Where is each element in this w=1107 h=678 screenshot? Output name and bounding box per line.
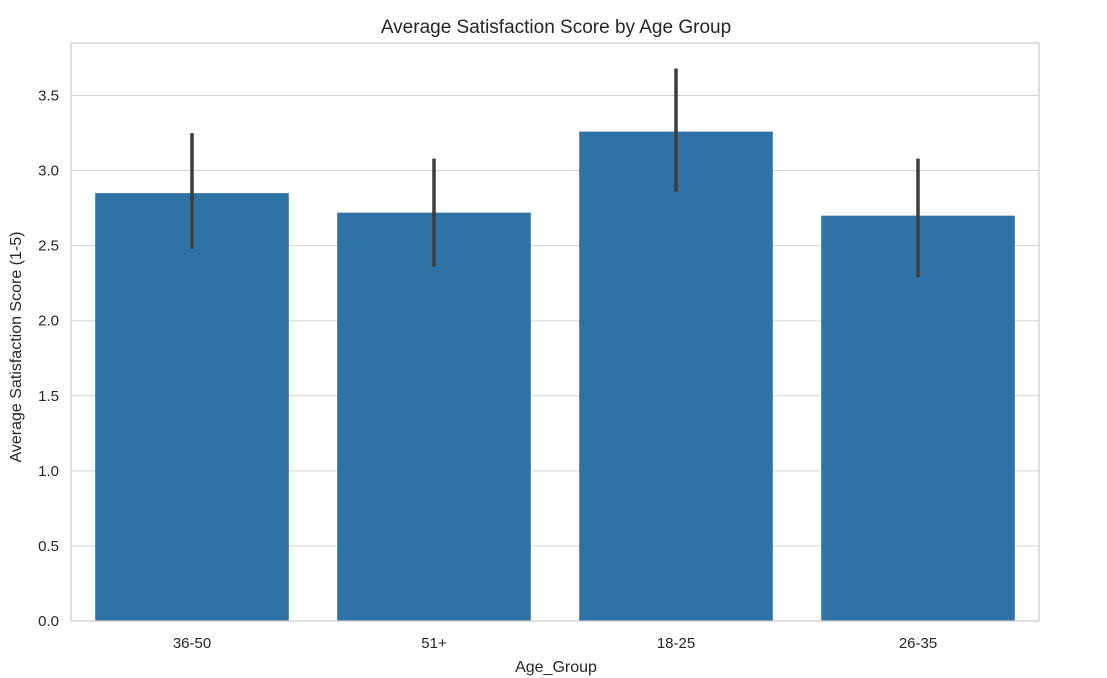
y-tick-labels: 0.0 0.5 1.0 1.5 2.0 2.5 3.0 3.5 — [38, 88, 59, 630]
bar-layer — [95, 131, 1015, 621]
bar — [579, 131, 773, 621]
y-tick-label: 3.0 — [38, 163, 59, 180]
y-tick-label: 3.5 — [38, 88, 59, 105]
x-tick-label: 26-35 — [899, 635, 937, 652]
chart-title: Average Satisfaction Score by Age Group — [381, 17, 731, 38]
error-bar-layer — [190, 68, 920, 278]
y-tick-label: 0.0 — [38, 613, 59, 630]
y-tick-label: 1.0 — [38, 463, 59, 480]
plot-frame — [70, 42, 1040, 622]
x-tick-label: 51+ — [421, 635, 447, 652]
x-tick-label: 18-25 — [657, 635, 695, 652]
y-axis-label: Average Satisfaction Score (1-5) — [8, 232, 25, 463]
bar — [337, 212, 531, 621]
x-tick-label: 36-50 — [173, 635, 211, 652]
x-tick-labels: 36-50 51+ 18-25 26-35 — [173, 635, 937, 652]
y-tick-label: 1.5 — [38, 388, 59, 405]
x-axis-label: Age_Group — [515, 659, 597, 676]
bar — [95, 193, 289, 621]
y-tick-label: 0.5 — [38, 538, 59, 555]
bar — [821, 215, 1015, 621]
y-tick-label: 2.5 — [38, 238, 59, 255]
y-tick-label: 2.0 — [38, 313, 59, 330]
